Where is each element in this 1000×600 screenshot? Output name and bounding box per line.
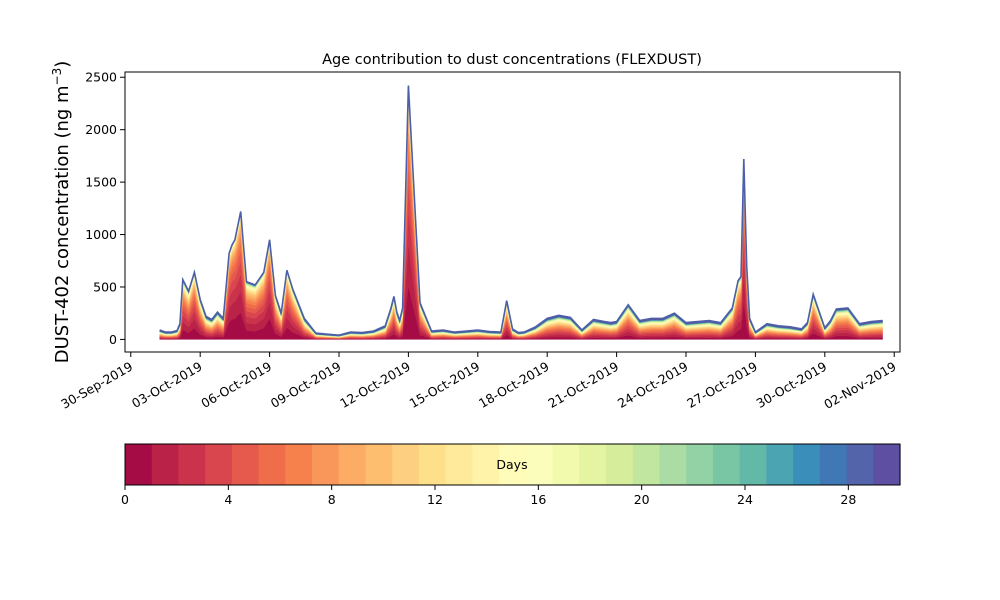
colorbar-swatch (231, 444, 260, 485)
colorbar-swatch (793, 444, 821, 485)
plot-frame (124, 71, 901, 353)
colorbar-swatch (846, 444, 874, 485)
colorbar-frame (124, 443, 901, 486)
colorbar-swatch (659, 444, 687, 485)
colorbar-swatch (472, 444, 500, 485)
colorbar-swatch (418, 444, 447, 485)
colorbar-swatch (819, 444, 848, 485)
colorbar-swatch (525, 444, 554, 485)
y-axis: 0 500 1000 1500 2000 2500 (85, 70, 125, 347)
y-tick-label: 0 (109, 332, 117, 347)
stacked-areas (159, 85, 883, 340)
y-tick-label: 500 (93, 279, 117, 294)
y-axis-label: DUST-402 concentration (ng m−3) (50, 61, 73, 364)
colorbar-tick-label: 12 (427, 492, 443, 507)
colorbar-swatch (258, 444, 286, 485)
colorbar-tick-label: 28 (840, 492, 856, 507)
total-line (159, 85, 883, 337)
colorbar-tick-label: 0 (121, 492, 129, 507)
y-axis-label-sup: −3 (50, 68, 64, 86)
y-tick-label: 1500 (85, 175, 117, 190)
colorbar-swatch (338, 444, 367, 485)
colorbar-swatch (445, 444, 474, 485)
colorbar-swatch (712, 444, 741, 485)
y-tick-label: 2500 (85, 70, 117, 85)
colorbar-ticks: 0 4 8 12 16 20 24 28 (121, 485, 856, 507)
colorbar-swatch (205, 444, 233, 485)
chart-title: Age contribution to dust concentrations … (322, 52, 702, 68)
y-axis-label-main: DUST-402 concentration (ng m (52, 85, 73, 363)
colorbar-swatch (606, 444, 634, 485)
colorbar-label: Days (496, 457, 527, 472)
colorbar-swatch (151, 444, 180, 485)
colorbar-swatch (766, 444, 794, 485)
colorbar-swatch (365, 444, 393, 485)
y-tick-label: 1000 (85, 227, 117, 242)
y-tick-label: 2000 (85, 122, 117, 137)
colorbar-tick-label: 24 (737, 492, 753, 507)
y-axis-label-close: ) (52, 61, 73, 68)
colorbar-swatch (873, 444, 901, 485)
colorbar-swatch (125, 444, 153, 485)
colorbar-swatch (178, 444, 206, 485)
colorbar-swatch (499, 444, 527, 485)
colorbar-tick-label: 4 (224, 492, 232, 507)
colorbar-tick-label: 16 (530, 492, 546, 507)
colorbar-swatch (632, 444, 661, 485)
colorbar-swatch (392, 444, 420, 485)
colorbar-tick-label: 8 (328, 492, 336, 507)
colorbar-swatch (285, 444, 313, 485)
colorbar-swatch (579, 444, 607, 485)
colorbar-swatch (686, 444, 714, 485)
colorbar-tick-label: 20 (634, 492, 650, 507)
colorbar (125, 444, 901, 485)
colorbar-swatch (552, 444, 580, 485)
colorbar-swatch (312, 444, 340, 485)
colorbar-swatch (739, 444, 767, 485)
